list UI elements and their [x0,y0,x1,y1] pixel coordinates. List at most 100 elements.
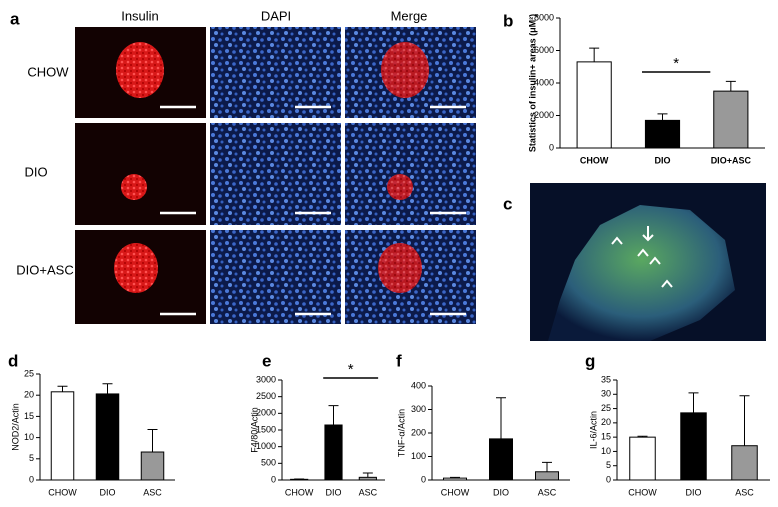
error-bar [740,396,750,446]
bar [96,394,119,480]
x-tick-label: CHOW [48,487,77,497]
error-bar [148,430,158,452]
y-tick-label: 2000 [534,110,554,120]
y-tick-label: 6000 [534,45,554,55]
x-tick-label: CHOW [441,487,470,497]
islet [121,174,147,200]
islet [381,42,429,98]
panel-letter: f [396,351,402,370]
significance-label: * [348,361,354,378]
y-tick-label: 0 [421,474,426,484]
y-tick-label: 20 [24,390,34,400]
y-tick-label: 100 [411,451,426,461]
x-tick-label: CHOW [580,155,609,165]
error-bar [726,81,736,91]
panel-letter: c [503,194,512,213]
y-tick-label: 2500 [256,391,276,401]
y-tick-label: 200 [411,427,426,437]
y-axis-label: IL-6/Actin [588,411,598,449]
islet [116,42,164,98]
x-tick-label: DIO [99,487,115,497]
panel-letter: d [8,351,18,370]
islet [387,174,413,200]
error-bar [689,393,699,413]
y-axis-label: NOD2/Actin [10,403,20,451]
bar [444,478,467,480]
x-tick-label: DIO [493,487,509,497]
x-tick-label: DIO [685,487,701,497]
error-bar [58,386,68,392]
x-tick-label: ASC [538,487,557,497]
bar [536,472,559,480]
x-tick-label: ASC [359,487,378,497]
y-tick-label: 0 [29,474,34,484]
y-tick-label: 1000 [256,441,276,451]
y-tick-label: 5 [606,460,611,470]
row-label: DIO+ASC [16,262,73,277]
bar [577,62,611,148]
panel-a: a Insulin DAPI Merge CHOW DIO DIO+ASC [10,8,476,324]
x-tick-label: CHOW [285,487,314,497]
row-label: CHOW [27,64,69,79]
x-tick-label: ASC [735,487,754,497]
micrograph [75,123,206,225]
column-label: Merge [391,8,428,23]
micrograph [210,230,341,324]
y-tick-label: 3000 [256,374,276,384]
y-tick-label: 35 [601,374,611,384]
error-bar [496,398,506,439]
row-label: DIO [24,164,47,179]
y-tick-label: 25 [24,368,34,378]
panel-letter: g [585,351,595,370]
panel-c: c [503,183,766,341]
column-label: Insulin [121,8,159,23]
bar [630,437,656,480]
y-tick-label: 0 [271,474,276,484]
islet [378,243,422,293]
y-tick-label: 300 [411,404,426,414]
bar [141,452,164,480]
panel-letter: e [262,351,271,370]
micrograph [210,27,341,118]
y-tick-label: 400 [411,380,426,390]
x-tick-label: ASC [143,487,162,497]
bar [325,425,342,480]
significance-label: * [673,55,679,72]
y-tick-label: 8000 [534,12,554,22]
y-tick-label: 15 [601,432,611,442]
x-tick-label: DIO [654,155,670,165]
bar [714,91,748,148]
error-bar [363,473,373,477]
error-bar [103,384,113,394]
y-tick-label: 5 [29,453,34,463]
y-tick-label: 500 [261,458,276,468]
y-tick-label: 4000 [534,77,554,87]
y-tick-label: 2000 [256,408,276,418]
panel-letter: a [10,9,20,28]
error-bar [329,406,339,425]
bar [681,413,707,480]
error-bar [589,48,599,62]
bar [732,446,758,480]
error-bar [542,462,552,471]
y-axis-label: TNF-α/Actin [396,409,406,457]
y-tick-label: 25 [601,403,611,413]
column-label: DAPI [261,8,291,23]
y-tick-label: 10 [24,432,34,442]
y-tick-label: 10 [601,446,611,456]
islet [114,243,158,293]
panel-letter: b [503,11,513,30]
y-tick-label: 15 [24,411,34,421]
y-tick-label: 1500 [256,424,276,434]
bar [51,392,74,480]
x-tick-label: DIO+ASC [711,155,752,165]
y-tick-label: 0 [606,474,611,484]
micrograph [345,123,476,225]
y-tick-label: 0 [549,142,554,152]
x-tick-label: CHOW [628,487,657,497]
y-tick-label: 30 [601,389,611,399]
error-bar [658,114,668,121]
micrograph [210,123,341,225]
x-tick-label: DIO [325,487,341,497]
